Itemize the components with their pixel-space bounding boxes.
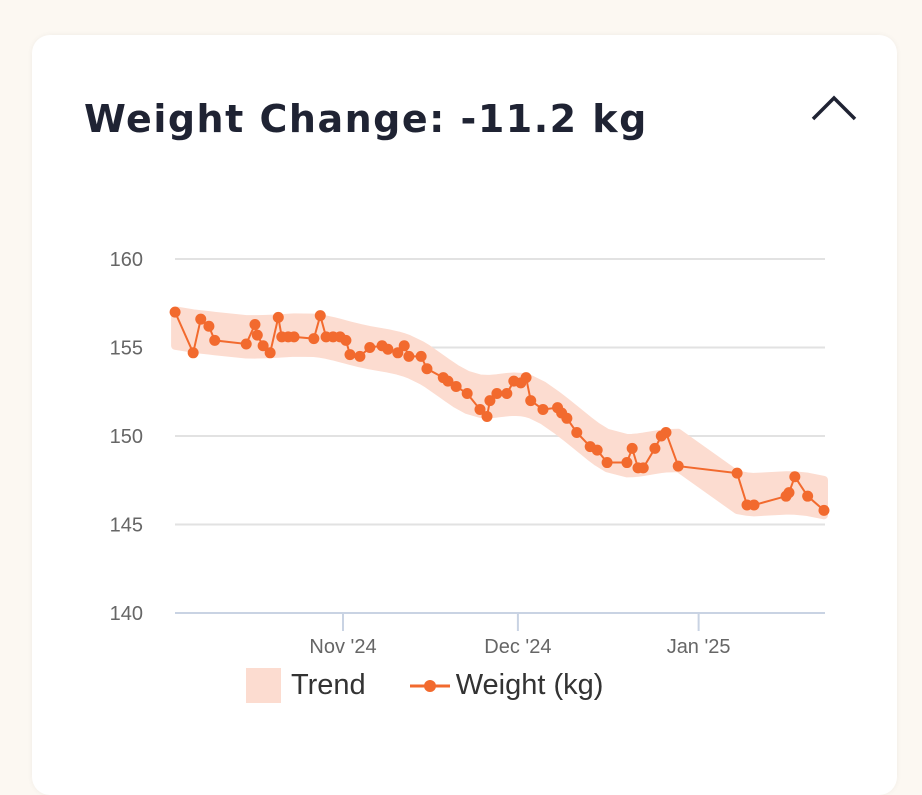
weight-point <box>249 318 261 330</box>
weight-point <box>649 442 661 454</box>
legend-item-trend[interactable]: Trend <box>246 668 366 703</box>
weight-point <box>818 504 830 516</box>
weight-point <box>203 320 215 332</box>
weight-point <box>340 334 352 346</box>
weight-point <box>637 462 649 474</box>
weight-point <box>520 372 532 384</box>
weight-point <box>601 457 613 469</box>
weight-point <box>392 347 404 359</box>
y-tick-label: 155 <box>110 338 143 360</box>
weight-point <box>748 499 760 511</box>
weight-point <box>481 411 493 423</box>
weight-point <box>257 340 269 352</box>
weight-point <box>421 363 433 375</box>
x-tick-label: Nov '24 <box>309 636 376 658</box>
weight-point <box>484 395 496 407</box>
weight-point <box>474 403 486 415</box>
weight-point <box>461 388 473 400</box>
chart-legend: Trend Weight (kg) <box>246 668 645 703</box>
weight-point <box>288 331 300 343</box>
weight-chart: 160 155 150 145 140 Nov '24 Dec '24 Jan '25 <box>110 249 830 658</box>
weight-point <box>660 426 672 438</box>
weight-point <box>344 349 356 361</box>
weight-point <box>626 442 638 454</box>
y-tick-label: 145 <box>110 515 143 537</box>
legend-label-weight: Weight (kg) <box>455 669 604 701</box>
weight-point <box>354 350 366 362</box>
weight-point <box>195 313 207 325</box>
y-tick-label: 150 <box>110 426 143 448</box>
weight-point <box>783 487 795 499</box>
weight-point <box>591 444 603 456</box>
weight-point <box>621 457 633 469</box>
weight-point <box>415 350 427 362</box>
weight-point <box>398 340 410 352</box>
y-tick-label: 140 <box>110 603 143 625</box>
weight-point <box>169 306 181 318</box>
weight-point <box>308 333 320 345</box>
card-title: Weight Change: -11.2 kg <box>84 97 648 141</box>
weight-point <box>209 334 221 346</box>
weight-point <box>251 329 263 341</box>
y-tick-label: 160 <box>110 249 143 271</box>
weight-point <box>364 342 376 353</box>
trend-swatch <box>246 668 281 703</box>
weight-point <box>802 490 814 502</box>
weight-point <box>789 471 801 483</box>
weight-point <box>561 412 573 424</box>
weight-point <box>537 403 549 415</box>
weight-point <box>187 347 199 359</box>
weight-point <box>272 311 284 323</box>
x-tick-label: Dec '24 <box>484 636 551 658</box>
weight-point <box>240 338 252 350</box>
weight-point <box>403 350 415 362</box>
weight-point <box>571 426 583 438</box>
weight-point <box>525 395 537 407</box>
weight-point <box>450 380 462 392</box>
legend-label-trend: Trend <box>291 669 366 701</box>
weight-point <box>731 467 743 479</box>
weight-point <box>491 388 503 400</box>
weight-point <box>672 460 684 472</box>
weight-point <box>501 388 513 400</box>
weight-point <box>314 310 326 322</box>
weight-point <box>442 375 454 387</box>
weight-change-card: Weight Change: -11.2 kg <box>32 35 897 795</box>
weight-point <box>382 343 394 355</box>
x-tick-label: Jan '25 <box>667 636 731 658</box>
chevron-up-icon[interactable] <box>810 93 858 123</box>
line-marker-icon <box>409 679 450 692</box>
weight-point <box>264 347 276 359</box>
legend-item-weight[interactable]: Weight (kg) <box>408 669 604 702</box>
